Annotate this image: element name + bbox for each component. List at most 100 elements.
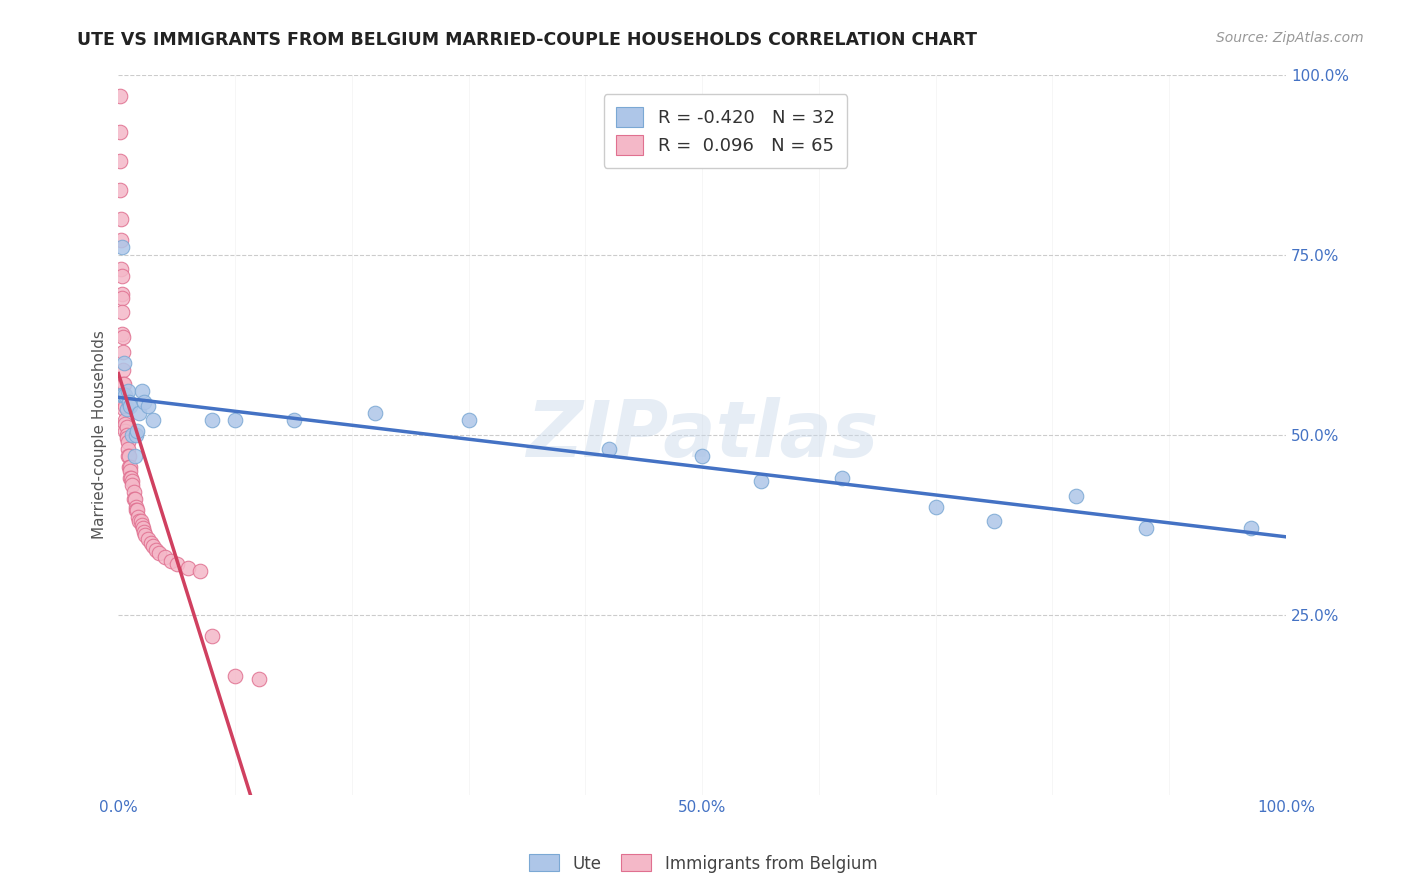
Point — [125, 500, 148, 514]
Point — [118, 395, 141, 409]
Point — [120, 460, 142, 475]
Point — [110, 262, 132, 277]
Point — [112, 344, 135, 359]
Legend: Ute, Immigrants from Belgium: Ute, Immigrants from Belgium — [522, 847, 884, 880]
Point — [112, 377, 135, 392]
Point — [134, 524, 156, 539]
Point — [112, 363, 135, 377]
Point — [115, 420, 138, 434]
Point — [925, 500, 948, 514]
Point — [247, 673, 270, 687]
Point — [201, 629, 224, 643]
Point — [115, 402, 138, 417]
Point — [188, 565, 211, 579]
Point — [122, 485, 145, 500]
Point — [112, 377, 135, 392]
Point — [124, 492, 146, 507]
Point — [108, 183, 131, 197]
Point — [1135, 521, 1157, 535]
Point — [201, 413, 224, 427]
Point — [110, 388, 132, 402]
Point — [115, 427, 138, 442]
Point — [125, 427, 148, 442]
Point — [112, 388, 135, 402]
Point — [153, 549, 176, 564]
Point — [831, 471, 853, 485]
Point — [983, 514, 1005, 528]
Y-axis label: Married-couple Households: Married-couple Households — [93, 330, 107, 539]
Point — [112, 355, 135, 369]
Point — [125, 503, 148, 517]
Point — [120, 471, 142, 485]
Point — [166, 558, 188, 572]
Point — [114, 424, 136, 438]
Point — [108, 89, 131, 103]
Point — [120, 399, 142, 413]
Text: ZIPatlas: ZIPatlas — [526, 397, 879, 473]
Point — [108, 125, 131, 139]
Point — [749, 475, 772, 489]
Point — [122, 492, 145, 507]
Text: Source: ZipAtlas.com: Source: ZipAtlas.com — [1216, 31, 1364, 45]
Point — [145, 542, 167, 557]
Point — [115, 431, 138, 445]
Point — [112, 330, 135, 344]
Point — [120, 464, 142, 478]
Point — [111, 287, 134, 301]
Point — [118, 460, 141, 475]
Point — [114, 413, 136, 427]
Point — [112, 388, 135, 402]
Point — [117, 384, 139, 399]
Point — [148, 546, 170, 560]
Point — [142, 413, 165, 427]
Point — [114, 417, 136, 431]
Point — [142, 539, 165, 553]
Point — [127, 503, 149, 517]
Point — [131, 384, 153, 399]
Point — [112, 395, 135, 409]
Point — [224, 669, 246, 683]
Point — [112, 388, 135, 402]
Point — [117, 434, 139, 449]
Point — [117, 442, 139, 456]
Point — [110, 211, 132, 226]
Point — [120, 471, 142, 485]
Point — [1064, 489, 1087, 503]
Point — [131, 517, 153, 532]
Point — [121, 475, 143, 489]
Point — [1240, 521, 1263, 535]
Point — [128, 514, 150, 528]
Legend: R = -0.420   N = 32, R =  0.096   N = 65: R = -0.420 N = 32, R = 0.096 N = 65 — [603, 95, 848, 168]
Point — [111, 269, 134, 284]
Point — [111, 305, 134, 319]
Point — [132, 521, 155, 535]
Text: UTE VS IMMIGRANTS FROM BELGIUM MARRIED-COUPLE HOUSEHOLDS CORRELATION CHART: UTE VS IMMIGRANTS FROM BELGIUM MARRIED-C… — [77, 31, 977, 49]
Point — [128, 406, 150, 420]
Point — [121, 427, 143, 442]
Point — [124, 449, 146, 463]
Point — [117, 449, 139, 463]
Point — [118, 449, 141, 463]
Point — [160, 554, 183, 568]
Point — [111, 240, 134, 254]
Point — [108, 153, 131, 168]
Point — [139, 535, 162, 549]
Point — [598, 442, 620, 456]
Point — [136, 399, 159, 413]
Point — [224, 413, 246, 427]
Point — [121, 478, 143, 492]
Point — [127, 510, 149, 524]
Point — [177, 561, 200, 575]
Point — [134, 395, 156, 409]
Point — [112, 402, 135, 417]
Point — [114, 399, 136, 413]
Point — [111, 291, 134, 305]
Point — [364, 406, 387, 420]
Point — [127, 424, 149, 438]
Point — [110, 233, 132, 247]
Point — [111, 326, 134, 341]
Point — [129, 514, 152, 528]
Point — [114, 388, 136, 402]
Point — [690, 449, 713, 463]
Point — [134, 528, 156, 542]
